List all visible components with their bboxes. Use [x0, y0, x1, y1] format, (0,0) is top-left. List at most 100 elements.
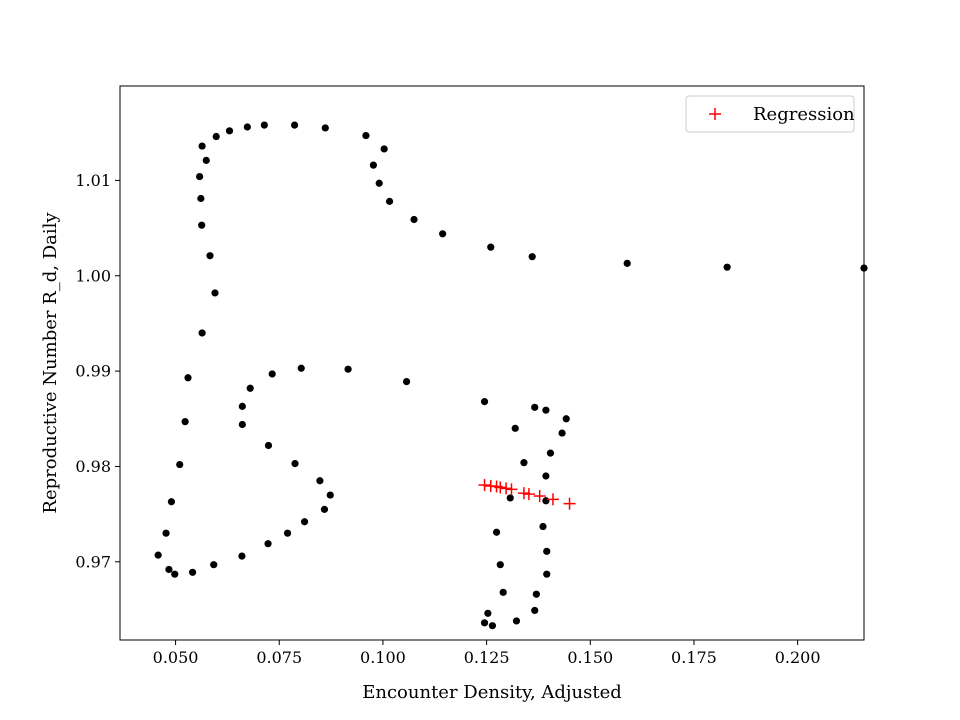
data-point	[206, 252, 214, 260]
data-point	[154, 551, 162, 559]
regression-marker	[505, 483, 518, 496]
data-point	[264, 441, 273, 450]
data-point	[171, 570, 179, 578]
legend-label-regression: Regression	[753, 104, 855, 125]
data-point	[211, 289, 219, 297]
data-point	[542, 497, 550, 505]
data-points	[154, 121, 868, 630]
data-point	[225, 127, 234, 135]
regression-marker	[500, 482, 513, 495]
data-point	[198, 142, 206, 150]
regression-marker	[517, 487, 530, 500]
data-point	[196, 172, 204, 181]
data-point	[300, 518, 309, 526]
data-point	[198, 221, 206, 229]
legend: Regression	[685, 95, 855, 133]
data-point	[369, 161, 377, 169]
y-tick-label: 1.01	[75, 171, 111, 190]
data-point	[238, 552, 246, 560]
data-point	[344, 365, 352, 373]
y-tick-label: 0.98	[75, 457, 111, 476]
data-point	[543, 570, 551, 578]
data-point	[197, 194, 205, 203]
data-point	[326, 491, 334, 499]
data-point	[542, 406, 550, 414]
data-point	[291, 459, 299, 468]
regression-marker	[478, 479, 491, 492]
regression-marker	[546, 493, 559, 506]
data-point	[238, 402, 246, 410]
legend-box	[685, 95, 855, 133]
data-point	[546, 449, 555, 457]
data-point	[184, 374, 192, 382]
x-axis-label: Encounter Density, Adjusted	[362, 682, 622, 703]
plot-frame	[119, 85, 865, 641]
data-point	[162, 529, 170, 537]
data-point	[496, 561, 504, 569]
data-point	[499, 588, 507, 596]
data-point	[176, 460, 184, 469]
x-axis-ticks: 0.050 0.075 0.100 0.125 0.150 0.175 0.200	[153, 640, 821, 667]
regression-marker	[563, 497, 576, 510]
data-point	[531, 606, 539, 615]
data-point	[528, 253, 536, 261]
regression-marker	[494, 481, 507, 494]
data-point	[188, 568, 197, 576]
data-point	[531, 403, 539, 411]
x-tick-label: 0.125	[464, 648, 510, 667]
data-point	[506, 494, 514, 502]
data-point	[480, 398, 489, 406]
data-point	[320, 505, 329, 513]
regression-marker	[522, 488, 535, 501]
data-point	[562, 415, 570, 423]
regression-marker	[533, 490, 546, 503]
data-point	[410, 215, 418, 224]
data-point	[723, 263, 731, 271]
x-tick-label: 0.150	[567, 648, 613, 667]
data-point	[487, 243, 495, 251]
data-point	[212, 132, 220, 141]
data-point	[543, 547, 551, 555]
data-point	[165, 565, 173, 574]
data-point	[198, 329, 206, 337]
data-point	[402, 377, 411, 386]
data-point	[316, 477, 324, 485]
x-tick-label: 0.075	[256, 648, 302, 667]
data-point	[492, 528, 501, 536]
data-point	[290, 121, 299, 129]
y-axis-ticks: 0.97 0.98 0.99 1.00 1.01	[75, 171, 120, 571]
data-point	[532, 590, 540, 598]
x-tick-label: 0.175	[671, 648, 717, 667]
data-point	[283, 529, 292, 537]
data-point	[480, 619, 489, 627]
data-point	[181, 418, 189, 426]
data-point	[202, 156, 210, 164]
data-point	[243, 123, 251, 131]
data-point	[210, 561, 218, 569]
data-point	[488, 622, 497, 630]
x-tick-label: 0.100	[360, 648, 406, 667]
data-point	[623, 259, 631, 267]
data-point	[321, 124, 329, 132]
data-point	[238, 420, 246, 429]
y-tick-label: 1.00	[75, 266, 111, 285]
y-tick-label: 0.99	[75, 362, 111, 381]
data-point	[539, 522, 547, 531]
y-tick-label: 0.97	[75, 552, 111, 571]
y-axis-label: Reproductive Number R_d, Daily	[40, 212, 61, 514]
data-point	[246, 384, 254, 392]
data-point	[297, 364, 305, 372]
data-point	[167, 498, 176, 506]
data-point	[375, 179, 383, 187]
data-point	[439, 230, 447, 238]
data-point	[380, 145, 388, 153]
data-point	[520, 459, 528, 467]
x-tick-label: 0.200	[775, 648, 821, 667]
data-point	[260, 121, 268, 129]
data-point	[558, 429, 566, 437]
data-point	[512, 617, 521, 625]
data-point	[264, 540, 272, 548]
data-point	[511, 424, 519, 432]
legend-marker-regression	[709, 108, 721, 120]
